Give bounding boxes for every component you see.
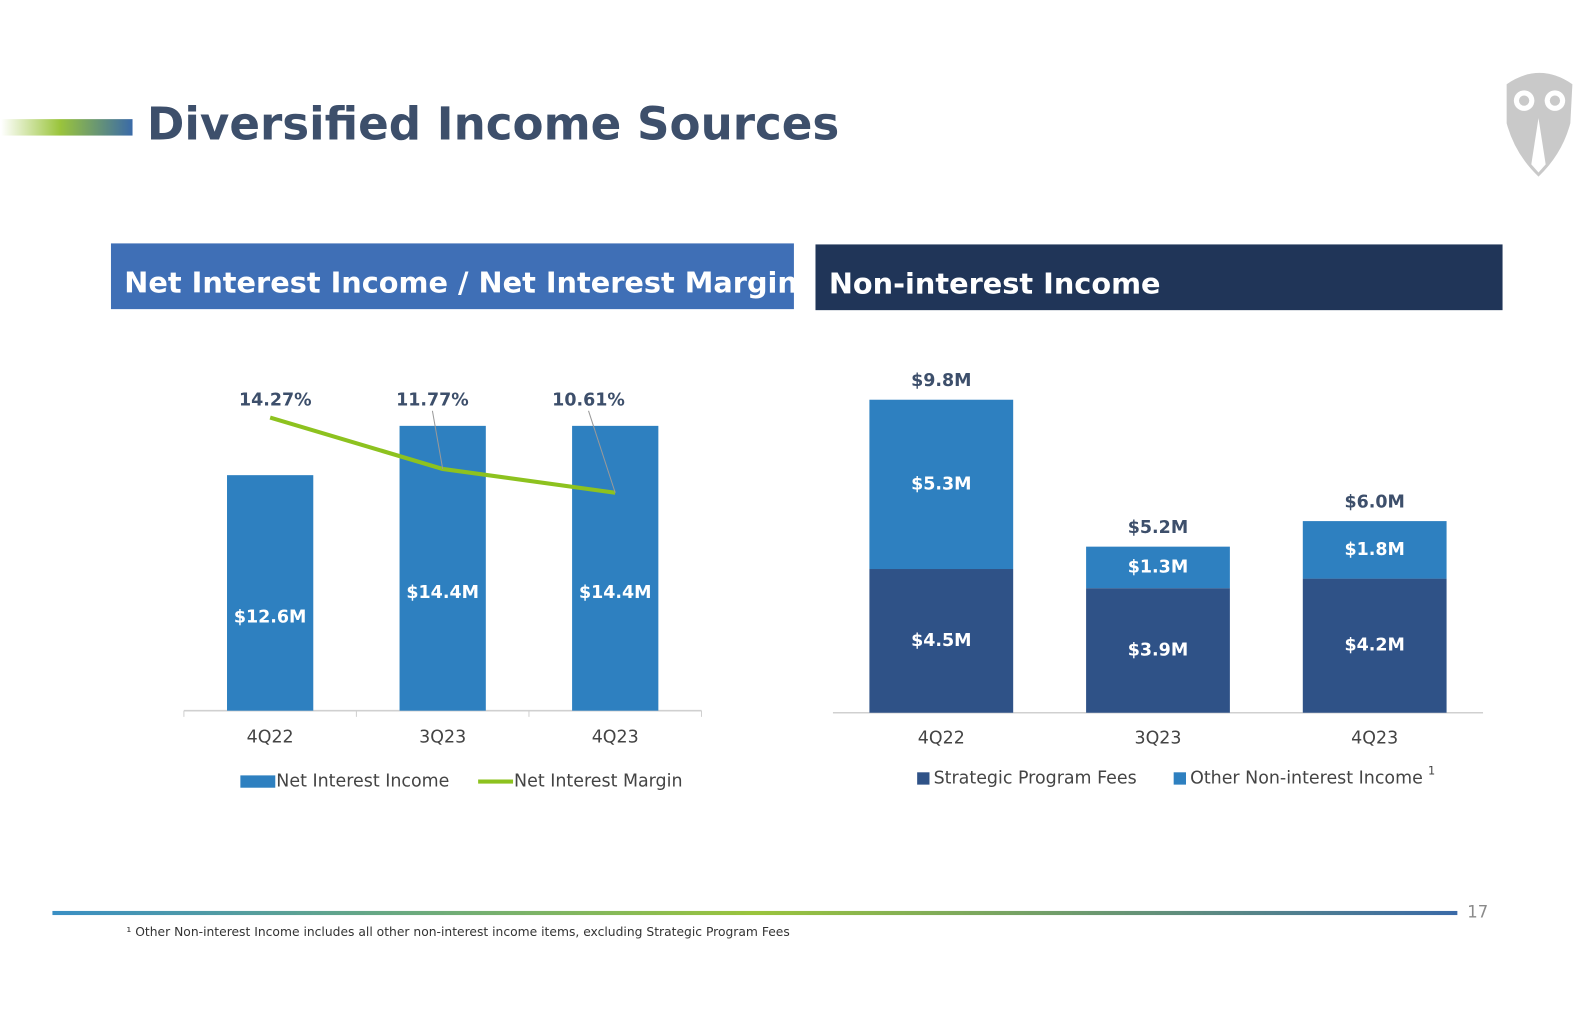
bar-label: $14.4M <box>406 583 479 603</box>
legend-label: Net Interest Income <box>276 772 449 792</box>
total-label: $6.0M <box>1344 493 1404 513</box>
x-tick-label: 4Q22 <box>247 727 294 747</box>
bar-segment <box>1086 546 1230 589</box>
legend-swatch <box>1173 772 1186 785</box>
legend-swatch <box>478 779 514 784</box>
page-number: 17 <box>1467 903 1488 922</box>
owl-logo <box>1506 72 1573 177</box>
bar-segment <box>869 569 1014 713</box>
legend-swatch <box>240 775 276 788</box>
total-label: $5.2M <box>1128 518 1188 538</box>
legend-swatch <box>917 772 930 785</box>
bar-segment <box>1302 578 1447 713</box>
footer-rule <box>52 910 1458 916</box>
x-tick-label: 4Q23 <box>592 727 639 747</box>
legend-label: Net Interest Margin <box>514 772 682 792</box>
total-label: $9.8M <box>911 371 971 391</box>
section-header <box>110 243 794 310</box>
x-tick-label: 3Q23 <box>1134 728 1181 748</box>
leader-line <box>588 410 616 493</box>
x-tick-label: 4Q22 <box>918 728 965 748</box>
leader-line <box>431 410 444 470</box>
legend-note: 1 <box>1428 764 1435 777</box>
legend-label: Strategic Program Fees <box>934 768 1137 788</box>
line-label: 10.61% <box>552 391 625 411</box>
bar-label: $12.6M <box>234 608 307 628</box>
segment-label: $3.9M <box>1128 640 1188 660</box>
bar <box>572 425 659 711</box>
section-header <box>815 244 1503 311</box>
line-label: 14.27% <box>239 391 312 411</box>
bar-segment <box>1086 588 1230 713</box>
segment-label: $1.3M <box>1128 557 1188 577</box>
section-title: Non-interest Income <box>829 267 1161 301</box>
segment-label: $4.2M <box>1344 636 1404 656</box>
section-title: Net Interest Income / Net Interest Margi… <box>124 265 798 299</box>
bar <box>227 475 314 711</box>
title-accent <box>1 119 133 136</box>
line-label: 11.77% <box>396 391 469 411</box>
footnote: ¹ Other Non-interest Income includes all… <box>126 925 789 939</box>
segment-label: $1.8M <box>1344 540 1404 560</box>
slide-title: Diversified Income Sources <box>147 97 839 150</box>
segment-label: $5.3M <box>911 474 971 494</box>
segment-label: $4.5M <box>911 631 971 651</box>
legend-label: Other Non-interest Income <box>1190 768 1423 788</box>
x-tick-label: 4Q23 <box>1351 728 1398 748</box>
bar-segment <box>1302 521 1447 579</box>
bar-segment <box>869 399 1014 570</box>
x-tick-label: 3Q23 <box>419 727 466 747</box>
bar-label: $14.4M <box>579 583 652 603</box>
